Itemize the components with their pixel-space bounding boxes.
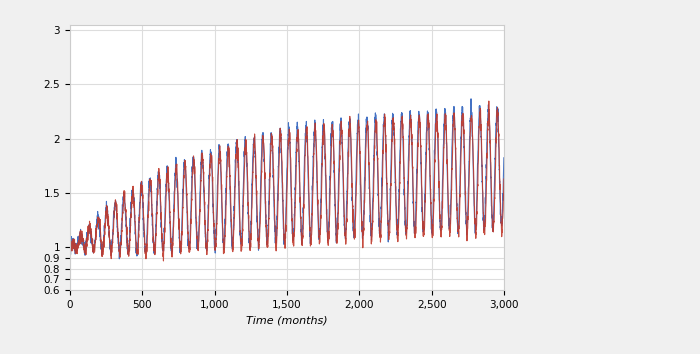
Test 3000 steps-salehpi bbox=[141, 252, 149, 256]
Line: Test 3000 steps-salehpi: Test 3000 steps-salehpi bbox=[70, 101, 504, 261]
Test 3000 steps-salehpi bbox=[491, 156, 500, 160]
Test 3000 steps-salehpi bbox=[251, 149, 260, 154]
Test 3000 steps-salehpi bbox=[500, 177, 508, 181]
Test 3000 steps, seed=6-salehpi bbox=[66, 246, 74, 250]
Line: Test 3000 steps, seed=6-salehpi: Test 3000 steps, seed=6-salehpi bbox=[70, 99, 504, 259]
Test 3000 steps, seed=6-salehpi bbox=[251, 154, 260, 158]
Test 3000 steps-salehpi bbox=[116, 249, 124, 253]
Test 3000 steps, seed=6-salehpi bbox=[467, 97, 475, 101]
Test 3000 steps-salehpi bbox=[66, 243, 74, 247]
Test 3000 steps, seed=6-salehpi bbox=[141, 246, 150, 251]
Test 3000 steps-salehpi bbox=[444, 215, 453, 219]
Test 3000 steps-salehpi bbox=[232, 155, 241, 159]
Test 3000 steps, seed=6-salehpi bbox=[500, 156, 508, 160]
Test 3000 steps, seed=6-salehpi bbox=[116, 248, 124, 252]
Test 3000 steps, seed=6-salehpi bbox=[444, 223, 453, 227]
Test 3000 steps, seed=6-salehpi bbox=[491, 134, 500, 138]
Test 3000 steps-salehpi bbox=[160, 259, 168, 263]
Test 3000 steps, seed=6-salehpi bbox=[232, 140, 241, 144]
X-axis label: Time (months): Time (months) bbox=[246, 315, 328, 326]
Test 3000 steps, seed=6-salehpi bbox=[115, 257, 123, 261]
Test 3000 steps-salehpi bbox=[484, 99, 493, 103]
